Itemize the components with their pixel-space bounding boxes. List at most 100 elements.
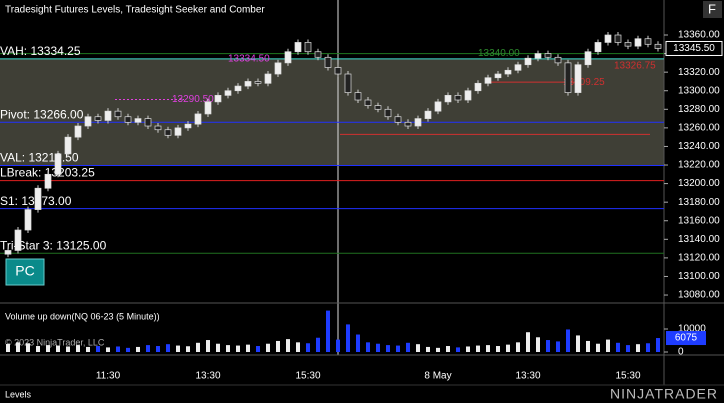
- volume-bar: [146, 345, 150, 352]
- candle: [94, 116, 102, 121]
- annotation-label: 13340.00: [478, 48, 520, 59]
- logo: NINJATRADER: [610, 386, 718, 402]
- volume-bar: [6, 343, 10, 352]
- candle: [184, 123, 192, 129]
- volume-bar: [76, 345, 80, 352]
- candle: [534, 53, 542, 59]
- annotation-label: 13309.25: [563, 77, 605, 88]
- volume-bar: [446, 346, 450, 352]
- volume-bar: [96, 346, 100, 352]
- y-tick-label: 13280.00: [678, 104, 720, 115]
- candle: [424, 110, 432, 119]
- candle: [474, 82, 482, 92]
- candle: [324, 56, 332, 68]
- candle: [134, 118, 142, 123]
- candle: [354, 92, 362, 101]
- candle: [584, 51, 592, 66]
- candle: [14, 229, 22, 251]
- volume-bar: [36, 346, 40, 352]
- pc-button[interactable]: [5, 258, 45, 286]
- volume-bar: [346, 324, 350, 352]
- level-label: Pivot: 13266.00: [0, 107, 84, 121]
- y-tick-label: 13100.00: [678, 271, 720, 282]
- candle: [304, 42, 312, 53]
- candle: [314, 51, 322, 58]
- volume-bar: [286, 339, 290, 352]
- volume-bar: [576, 335, 580, 352]
- candle: [434, 101, 442, 112]
- candle: [384, 108, 392, 118]
- volume-bar: [246, 344, 250, 352]
- candle: [374, 105, 382, 110]
- volume-bar: [206, 340, 210, 352]
- volume-bar: [526, 332, 530, 352]
- level-label: Tri-Star 3: 13125.00: [0, 238, 107, 252]
- volume-bar: [196, 342, 200, 352]
- y-tick-label: 13260.00: [678, 123, 720, 134]
- volume-bar: [646, 343, 650, 352]
- volume-bar: [326, 310, 330, 352]
- x-tick-label: 13:30: [195, 371, 220, 382]
- volume-title: Volume up down(NQ 06-23 (5 Minute)): [5, 311, 160, 321]
- y-tick-label: 13200.00: [678, 178, 720, 189]
- current-volume-box: [666, 331, 706, 346]
- volume-bar: [546, 340, 550, 352]
- candle: [614, 34, 622, 43]
- volume-bar: [466, 346, 470, 352]
- candle: [644, 38, 652, 45]
- annotation-label: 13334.50: [228, 53, 270, 64]
- candle: [174, 127, 182, 136]
- menu-button-label[interactable]: F: [708, 1, 716, 16]
- annotation-label: 13290.50: [172, 94, 214, 105]
- volume-bar: [566, 329, 570, 352]
- menu-button[interactable]: [703, 1, 722, 18]
- volume-bar: [506, 344, 510, 352]
- y-tick-label: 13320.00: [678, 67, 720, 78]
- candle: [264, 73, 272, 84]
- candle: [344, 73, 352, 93]
- candle: [74, 125, 82, 138]
- volume-bar: [256, 346, 260, 352]
- footer-tab[interactable]: Levels: [5, 389, 32, 399]
- volume-bar: [556, 341, 560, 352]
- volume-bar: [406, 342, 410, 352]
- candle: [594, 42, 602, 53]
- candle: [524, 57, 532, 66]
- volume-bar: [166, 344, 170, 352]
- candle: [4, 250, 12, 255]
- candle: [574, 64, 582, 93]
- volume-bar: [376, 343, 380, 352]
- volume-bar: [26, 343, 30, 352]
- annotation-label: 13326.75: [614, 61, 656, 72]
- candle: [284, 51, 292, 64]
- volume-bar: [596, 343, 600, 352]
- volume-bar: [536, 337, 540, 352]
- y-tick-label: 13140.00: [678, 234, 720, 245]
- volume-bar: [176, 345, 180, 352]
- candle: [164, 129, 172, 136]
- candle: [54, 153, 62, 175]
- y-tick-label: 10000: [678, 324, 706, 335]
- candle: [504, 69, 512, 75]
- volume-bar: [606, 339, 610, 352]
- volume-bar: [56, 345, 60, 352]
- candle: [464, 90, 472, 101]
- candle: [634, 38, 642, 47]
- candle: [454, 95, 462, 101]
- candle: [44, 173, 52, 189]
- volume-bar: [476, 345, 480, 352]
- candle: [104, 110, 112, 121]
- current-price-label: 13345.50: [673, 43, 715, 54]
- pc-button-label[interactable]: PC: [15, 263, 34, 279]
- candle: [34, 187, 42, 210]
- candle: [564, 62, 572, 93]
- y-tick-label: 13180.00: [678, 197, 720, 208]
- level-label: VAH: 13334.25: [0, 44, 81, 58]
- volume-bar: [116, 346, 120, 352]
- candle: [84, 116, 92, 127]
- volume-bar: [626, 345, 630, 352]
- candle: [444, 95, 452, 103]
- candle: [234, 85, 242, 92]
- volume-bar: [516, 342, 520, 352]
